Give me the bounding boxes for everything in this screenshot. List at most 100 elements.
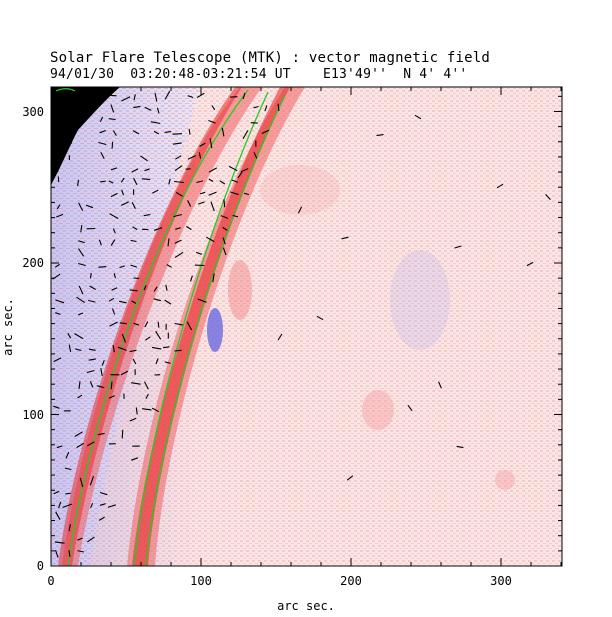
field-vector <box>132 358 137 365</box>
field-vector <box>221 127 225 137</box>
field-vector <box>264 105 268 112</box>
field-vector <box>196 180 204 184</box>
field-vector <box>133 322 140 326</box>
field-vector <box>76 296 86 304</box>
field-vector <box>77 179 80 187</box>
field-vector <box>230 191 239 196</box>
field-vector <box>144 381 149 390</box>
figure-subtitle: 94/01/30 03:20:48-03:21:54 UT E13'49'' N… <box>50 67 467 82</box>
field-vector <box>97 432 105 436</box>
field-vector <box>175 155 182 160</box>
field-vector <box>64 142 73 147</box>
field-vector <box>56 162 59 172</box>
field-vector <box>231 179 239 183</box>
field-vector <box>141 178 151 180</box>
field-vector <box>120 370 129 376</box>
field-vector <box>108 180 114 184</box>
field-vector <box>56 204 61 210</box>
field-vector <box>110 381 113 390</box>
field-vector <box>219 180 226 185</box>
field-vector <box>89 272 92 279</box>
field-vector <box>108 118 116 121</box>
field-vector <box>80 225 83 233</box>
field-vector <box>64 467 72 471</box>
field-vector <box>99 503 106 506</box>
field-vector <box>253 152 258 159</box>
field-vector <box>130 239 137 243</box>
y-tick-label: 200 <box>22 256 44 270</box>
field-vector <box>133 177 138 186</box>
field-vector <box>242 130 249 139</box>
field-vector <box>186 226 192 231</box>
field-vector <box>237 171 243 179</box>
field-vector <box>199 191 206 195</box>
field-vector <box>187 200 192 207</box>
field-vector <box>120 177 125 183</box>
field-vector <box>119 265 125 269</box>
field-vector <box>77 312 84 316</box>
field-vector <box>407 404 413 412</box>
field-vector <box>101 360 105 366</box>
axis-ticks <box>50 87 562 567</box>
field-vector <box>54 550 59 558</box>
field-vector <box>143 285 147 291</box>
field-vector <box>111 287 118 291</box>
field-vector <box>174 349 182 352</box>
field-vector <box>74 333 84 340</box>
field-vector <box>110 239 116 246</box>
field-vector <box>346 475 354 481</box>
field-vector <box>74 431 83 437</box>
field-vector <box>54 541 65 544</box>
field-vector <box>277 103 280 112</box>
field-vector <box>78 285 84 295</box>
field-vector <box>130 264 138 268</box>
y-tick-label: 300 <box>22 105 44 119</box>
field-vector <box>78 240 85 244</box>
field-vector <box>87 441 95 447</box>
field-vector <box>78 262 86 267</box>
field-vector <box>65 451 70 459</box>
field-vector <box>168 178 171 185</box>
field-vector <box>175 227 181 230</box>
field-vector <box>78 202 84 211</box>
field-vector <box>438 381 442 389</box>
field-vector <box>174 322 183 326</box>
field-vector <box>172 142 182 145</box>
field-vector <box>150 121 161 125</box>
field-vector <box>153 286 158 292</box>
field-vector <box>98 239 102 246</box>
field-vector <box>131 382 141 385</box>
field-vector <box>98 141 107 146</box>
field-vector <box>230 96 238 98</box>
field-vector <box>167 238 170 247</box>
field-vector <box>222 247 227 256</box>
field-vector <box>99 116 104 122</box>
field-vector <box>212 273 215 283</box>
field-vector <box>223 199 226 208</box>
field-vector <box>79 477 84 488</box>
neutral-line <box>67 89 249 566</box>
field-vector <box>53 405 60 409</box>
field-vector <box>208 119 216 124</box>
field-vector <box>121 96 131 102</box>
field-vector <box>98 516 105 521</box>
field-vector <box>222 237 226 245</box>
field-vector <box>90 502 94 509</box>
off-disk-region <box>51 87 120 185</box>
positive-polarity-patch <box>495 470 515 490</box>
field-vector <box>110 167 118 171</box>
field-vector <box>174 239 182 244</box>
field-vector <box>341 236 349 240</box>
field-vector <box>129 417 137 422</box>
field-vector <box>75 348 82 352</box>
field-vector <box>456 445 464 449</box>
field-vector <box>85 204 94 209</box>
field-vector <box>208 178 214 182</box>
field-vector <box>131 457 139 461</box>
field-vector <box>220 215 229 219</box>
field-vector <box>132 130 140 135</box>
figure-title: Solar Flare Telescope (MTK) : vector mag… <box>50 50 491 66</box>
field-vector <box>131 300 137 304</box>
field-vector <box>100 180 106 183</box>
field-vector <box>164 90 171 100</box>
